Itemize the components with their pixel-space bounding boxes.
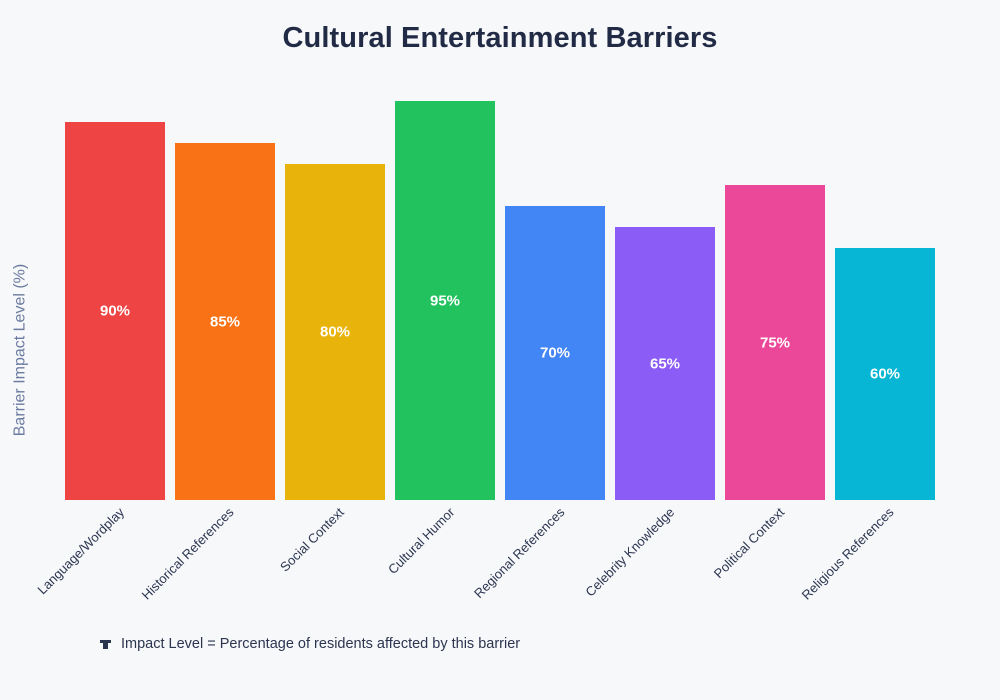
x-axis-label-slot: Social Context [277,500,390,610]
bar[interactable]: 75% [725,185,825,500]
bar[interactable]: 85% [175,143,275,500]
x-axis-tick-label: Cultural Humor [384,504,458,578]
bar[interactable]: 90% [65,122,165,500]
plot-area: 90% 85% 80% 95% 70% 65% 75% 60% [60,80,940,500]
annotation-text: Impact Level = Percentage of residents a… [121,636,521,652]
bar-value-label: 85% [209,313,241,330]
bar[interactable]: 95% [395,101,495,500]
bar-slot: 65% [610,80,720,500]
bars-container: 90% 85% 80% 95% 70% 65% 75% 60% [60,80,940,500]
bar-value-label: 95% [429,292,461,309]
bar-slot: 60% [830,80,940,500]
bar-slot: 75% [720,80,830,500]
bar-value-label: 75% [759,334,791,351]
bar-slot: 95% [390,80,500,500]
bar[interactable]: 70% [505,206,605,500]
bar-value-label: 70% [539,344,571,362]
bar-value-label: 80% [319,323,351,341]
bar-slot: 80% [280,80,390,500]
x-axis-tick-label: Language/Wordplay [34,504,128,598]
y-axis-label: Barrier Impact Level (%) [8,250,32,450]
bar[interactable]: 60% [835,248,935,500]
x-axis-label-slot: Historical References [139,500,280,610]
y-axis-label-text: Barrier Impact Level (%) [11,263,28,437]
x-axis-tick-label: Political Context [710,504,788,582]
bar-value-label: 60% [869,365,901,383]
bar[interactable]: 80% [285,164,385,500]
chart-annotation: Impact Level = Percentage of residents a… [100,630,520,658]
x-axis-labels: Language/Wordplay Historical References So… [34,500,940,610]
bar-slot: 85% [170,80,280,500]
x-axis-label-slot: Celebrity Knowledge [582,500,720,610]
bar-value-label: 90% [99,302,131,320]
x-axis-label-slot: Religious References [799,500,940,610]
annotation-marker-icon [100,638,111,650]
x-axis-tick-label: Social Context [277,504,348,575]
chart-title: Cultural Entertainment Barriers [282,22,718,54]
bar-value-label: 65% [649,355,681,372]
bar-slot: 90% [60,80,170,500]
bar[interactable]: 65% [615,227,715,500]
bar-slot: 70% [500,80,610,500]
